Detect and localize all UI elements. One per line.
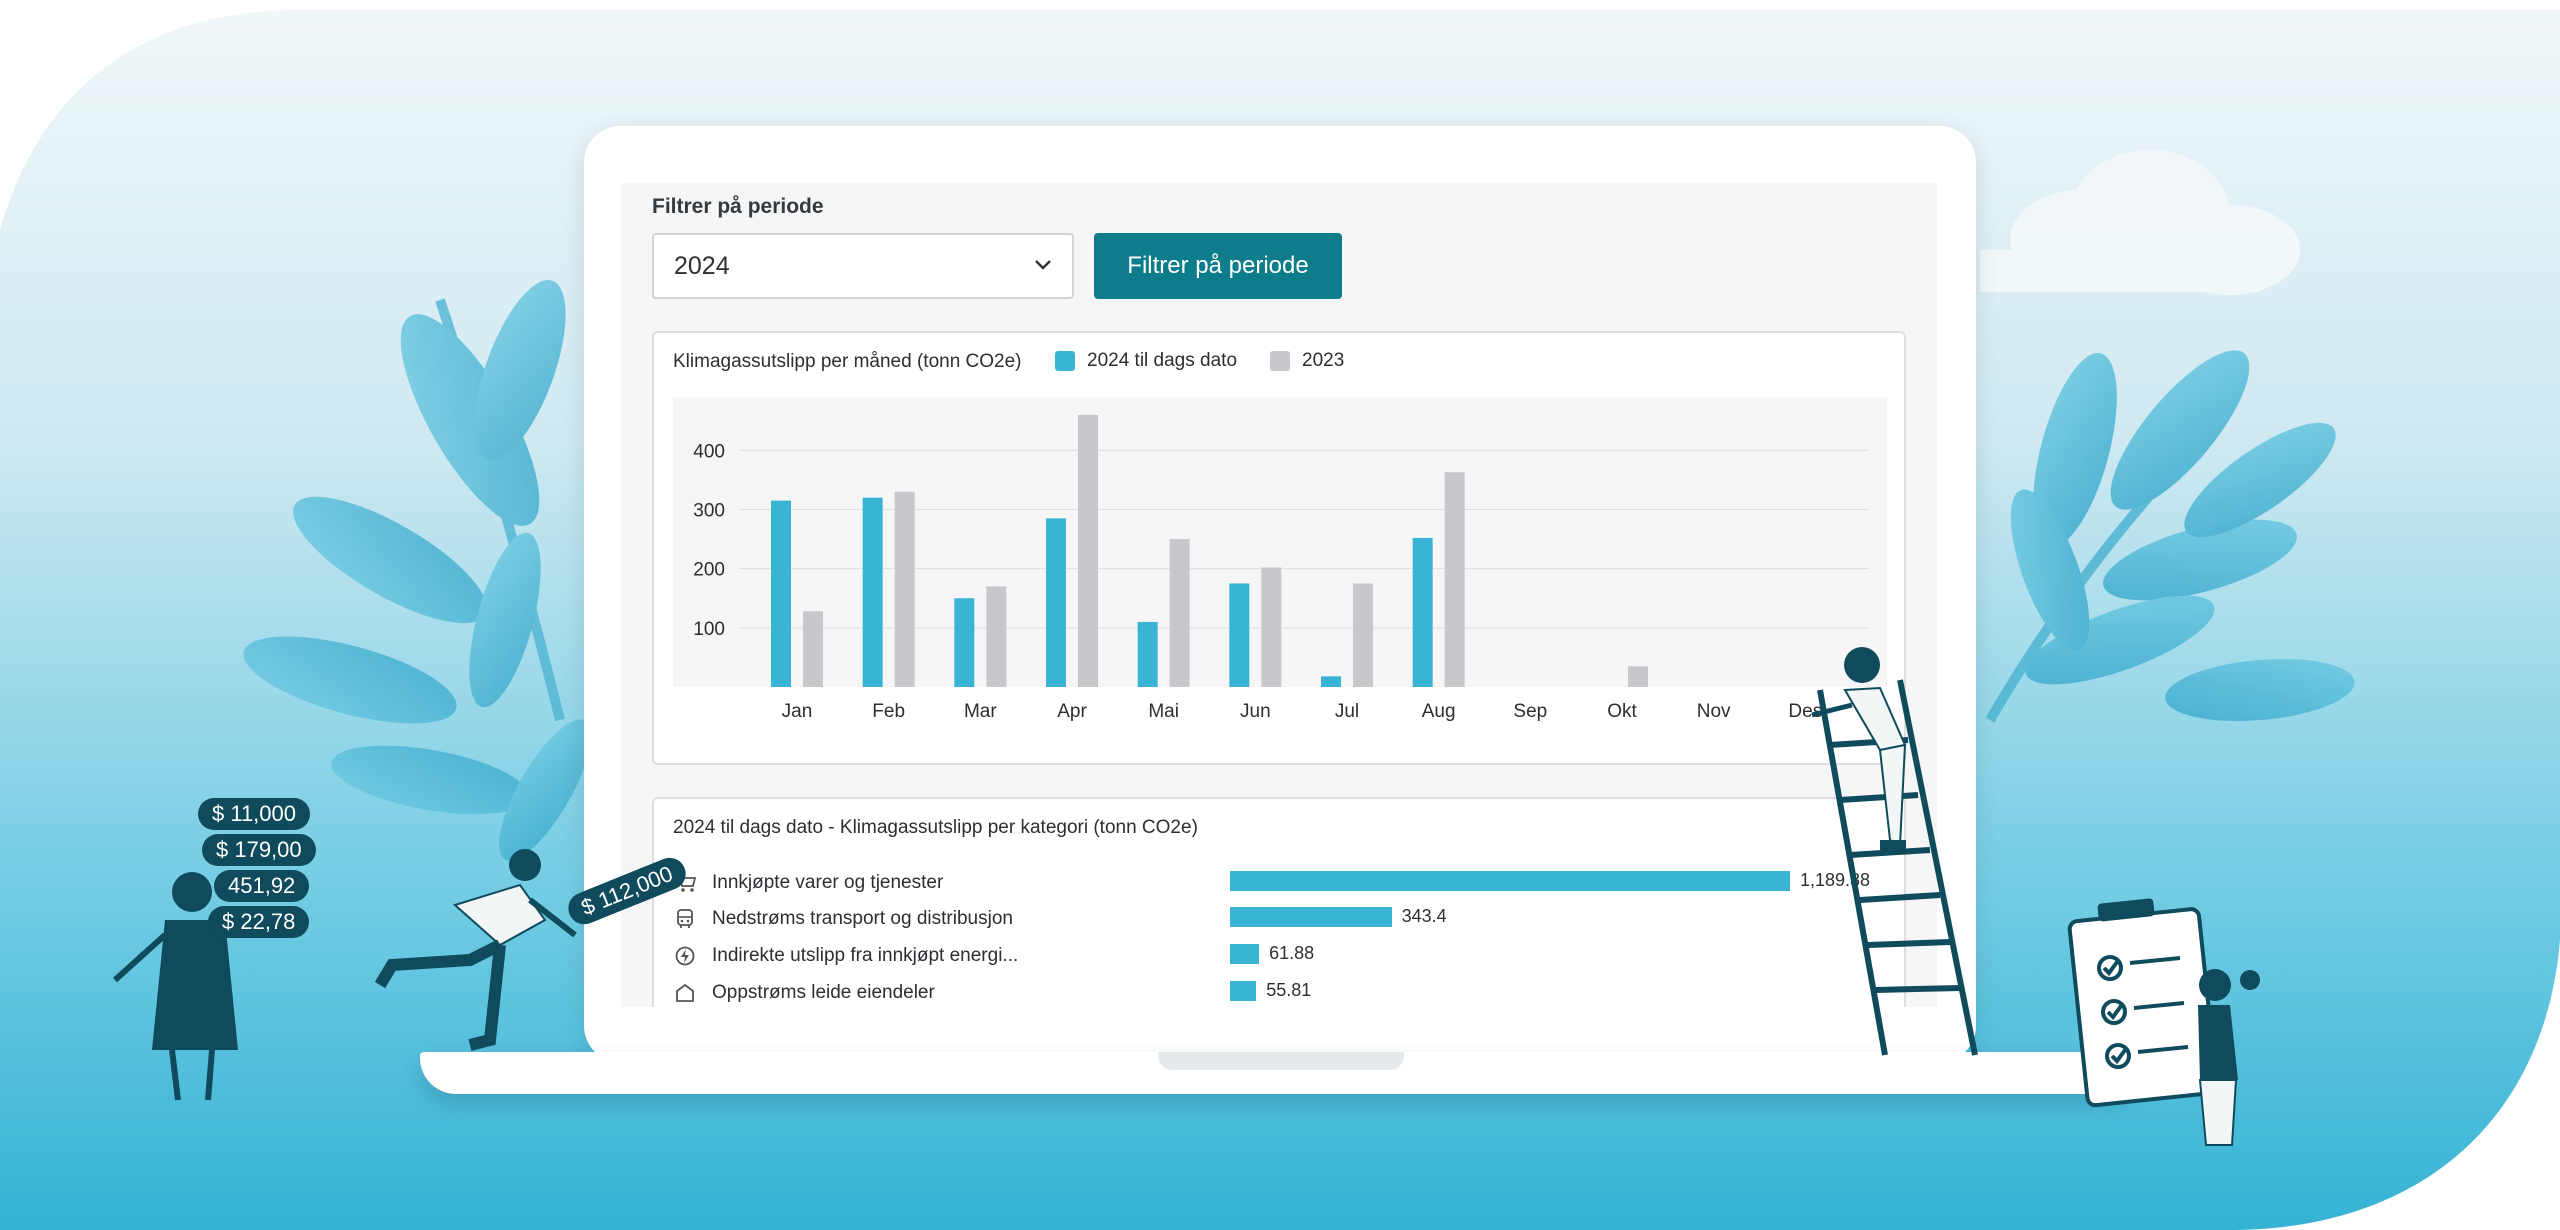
x-tick-label: Okt bbox=[1607, 701, 1637, 722]
legend-swatch-2023 bbox=[1270, 351, 1290, 371]
x-tick-label: Sep bbox=[1513, 701, 1547, 722]
period-select-value: 2024 bbox=[674, 251, 730, 280]
x-tick-label: Jul bbox=[1335, 701, 1359, 722]
x-tick-label: Jan bbox=[782, 701, 813, 722]
bar-2024 bbox=[862, 497, 883, 687]
x-tick-label: Mar bbox=[964, 701, 997, 722]
legend-swatch-2024 bbox=[1055, 351, 1075, 371]
monthly-emissions-card: Klimagassutslipp per måned (tonn CO2e) 2… bbox=[652, 331, 1906, 765]
bar-2024 bbox=[1137, 621, 1158, 687]
y-tick-label: 100 bbox=[693, 619, 725, 640]
bar-2023 bbox=[894, 491, 915, 687]
category-emissions-card: 2024 til dags dato - Klimagassutslipp pe… bbox=[652, 797, 1906, 1007]
legend-item-2023[interactable]: 2023 bbox=[1270, 350, 1344, 372]
bar-2024 bbox=[1046, 518, 1066, 687]
category-bar bbox=[1230, 981, 1257, 1001]
person-on-ladder bbox=[1811, 647, 1907, 850]
category-label: Nedstrøms transport og distribusjon bbox=[712, 908, 1013, 929]
category-label: Oppstrøms leide eiendeler bbox=[712, 982, 935, 1003]
x-tick-label: Jun bbox=[1240, 701, 1271, 722]
bar-2024 bbox=[1321, 676, 1341, 687]
money-tag: 451,92 bbox=[214, 870, 310, 902]
bar-2024 bbox=[954, 598, 975, 687]
category-bar bbox=[1230, 871, 1790, 891]
dashboard-screen: Filtrer på periode 2024 Filtrer på perio… bbox=[621, 183, 1937, 1007]
category-row[interactable]: Oppstrøms leide eiendeler 55.81 bbox=[654, 975, 1904, 1007]
right-plant bbox=[1985, 350, 2355, 723]
monthly-chart-title: Klimagassutslipp per måned (tonn CO2e) bbox=[673, 351, 1022, 372]
category-label: Innkjøpte varer og tjenester bbox=[712, 872, 944, 893]
category-bar bbox=[1230, 944, 1260, 964]
filter-label: Filtrer på periode bbox=[652, 195, 824, 218]
bar-2024 bbox=[1229, 583, 1250, 687]
bus-icon bbox=[677, 909, 693, 928]
filter-period-button[interactable]: Filtrer på periode bbox=[1094, 233, 1342, 299]
clipboard-person bbox=[2067, 898, 2260, 1146]
category-chart-title: 2024 til dags dato - Klimagassutslipp pe… bbox=[673, 817, 1198, 838]
x-tick-label: Feb bbox=[872, 701, 905, 722]
legend-label-2023: 2023 bbox=[1302, 350, 1345, 371]
bar-2023 bbox=[1261, 567, 1282, 687]
bar-2023 bbox=[1353, 583, 1373, 687]
x-tick-label: Nov bbox=[1697, 701, 1731, 722]
chevron-down-icon bbox=[1035, 260, 1051, 270]
money-tag: $ 11,000 bbox=[198, 798, 311, 830]
bar-2023 bbox=[986, 586, 1007, 687]
y-tick-label: 200 bbox=[693, 560, 725, 581]
money-tag: $ 22,78 bbox=[208, 906, 310, 938]
x-tick-label: Aug bbox=[1422, 701, 1456, 722]
category-row[interactable]: Nedstrøms transport og distribusjon 343.… bbox=[654, 901, 1904, 937]
period-select[interactable]: 2024 bbox=[652, 233, 1074, 299]
money-woman bbox=[112, 872, 266, 1101]
category-row[interactable]: Indirekte utslipp fra innkjøpt energi...… bbox=[654, 938, 1904, 974]
building-icon bbox=[676, 983, 694, 1002]
category-value: 343.4 bbox=[1401, 906, 1447, 926]
category-label: Indirekte utslipp fra innkjøpt energi... bbox=[712, 945, 1019, 966]
category-bar bbox=[1230, 907, 1392, 927]
x-tick-label: Mai bbox=[1148, 701, 1179, 722]
y-tick-label: 400 bbox=[693, 441, 725, 462]
bar-2023 bbox=[1444, 472, 1465, 687]
category-value: 61.88 bbox=[1269, 943, 1315, 963]
energy-icon bbox=[675, 946, 695, 966]
ladder bbox=[1817, 679, 1978, 1056]
bar-2023 bbox=[1169, 539, 1190, 687]
bar-2024 bbox=[771, 500, 791, 687]
y-tick-label: 300 bbox=[693, 501, 725, 522]
cloud-shape bbox=[1980, 150, 2300, 295]
left-plant bbox=[243, 279, 591, 861]
bar-2023 bbox=[1078, 414, 1098, 687]
throwing-man bbox=[374, 849, 577, 1051]
legend-label-2024: 2024 til dags dato bbox=[1087, 350, 1238, 371]
laptop-notch bbox=[1158, 1052, 1404, 1070]
legend-item-2024[interactable]: 2024 til dags dato bbox=[1055, 350, 1237, 372]
bar-2023 bbox=[803, 611, 823, 687]
money-tag: $ 179,00 bbox=[202, 834, 316, 866]
monthly-bar-chart: 100 200 300 400 Jan Feb Mar Apr Mai Jun Jul Aug Sep O… bbox=[693, 414, 1869, 722]
x-tick-label: Apr bbox=[1057, 701, 1087, 722]
bar-2023 bbox=[1628, 666, 1648, 687]
category-value: 55.81 bbox=[1266, 980, 1312, 1000]
bar-2024 bbox=[1412, 537, 1433, 687]
